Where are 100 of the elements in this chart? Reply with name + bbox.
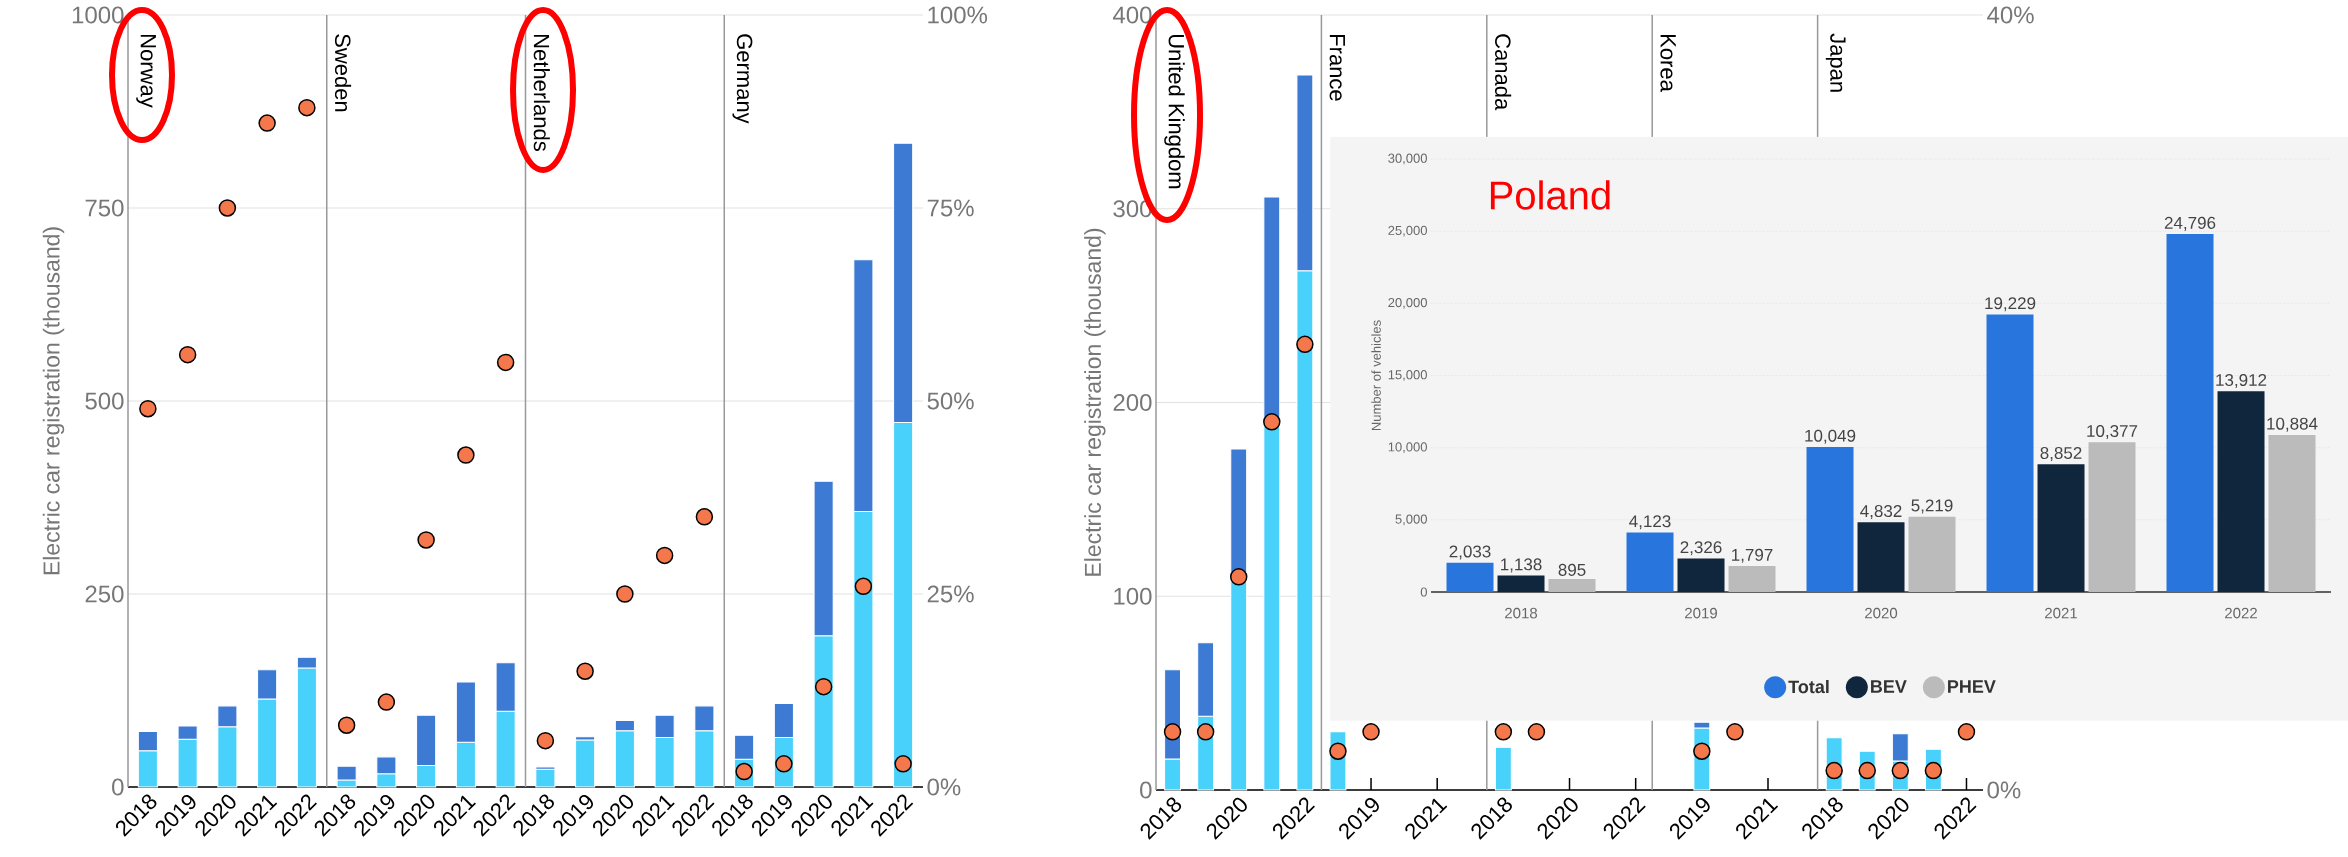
y-tick-label: 500 [85,392,124,410]
x-tick-label: 2022 [2225,607,2257,619]
data-label: 4,123 [1629,515,1671,530]
bar [1230,578,1248,791]
data-label: 2,033 [1449,545,1491,560]
y-axis-title: Electric car registration (thousand) [42,227,65,575]
x-tick-label: 2019 [1685,607,1717,619]
point [854,577,873,596]
bar [1263,421,1281,791]
point [1296,335,1314,354]
point [536,731,555,750]
y-tick-label: 5,000 [1395,514,1427,526]
bar [1857,522,1905,592]
bar [2217,391,2265,592]
y2-tick-label: 50% [927,392,974,410]
y-tick-label: 25,000 [1388,225,1427,237]
y2-tick-label: 0% [927,778,961,796]
bar [575,739,596,788]
y-tick-label: 10,000 [1388,442,1427,454]
y2-tick-label: 25% [927,585,974,603]
point [178,345,197,364]
point [576,662,594,680]
point [1362,723,1380,741]
point [894,755,912,773]
bar [2037,464,2085,592]
x-tick-label: 2021 [2045,607,2077,619]
y-tick-label: 0 [1420,587,1427,597]
data-label: 10,049 [1805,429,1856,444]
annotation: Netherlands [533,35,550,152]
point [775,755,793,773]
x-tick-label: 2020 [1865,607,1898,619]
data-label: 4,832 [1860,505,1902,520]
point [1726,723,1744,741]
annotation: Japan [1825,33,1846,92]
data-label: 24,796 [2164,216,2216,231]
bar [1497,575,1545,592]
chart-title: Poland [1490,180,1610,210]
point [1527,723,1546,741]
data-label: 10,884 [2267,417,2318,432]
point [1196,723,1215,741]
data-label: 19,229 [1985,297,2036,312]
y-tick-label: 20,000 [1388,297,1427,309]
point [1924,761,1943,780]
annotation: Sweden [334,34,352,112]
legend-label: PHEV [1948,680,1996,693]
bar [1728,566,1776,592]
point [814,677,833,696]
point [377,693,396,711]
point [655,546,674,565]
y-axis-title: Number of vehicles [1371,320,1381,431]
point [616,585,634,603]
point [735,762,753,781]
y-tick-label: 200 [1113,394,1152,411]
data-label: 5,219 [1911,499,1953,514]
y-axis-title: Electric car registration (thousand) [1084,228,1106,576]
y-tick-label: 1000 [72,6,124,24]
point [1229,568,1248,586]
data-label: 13,912 [2216,373,2267,389]
annotation: Germany [732,34,753,124]
data-label: 2,326 [1680,541,1722,556]
y-tick-label: 30,000 [1388,153,1427,165]
bar [1626,532,1674,592]
point [695,508,714,526]
point [1825,761,1843,780]
y-tick-label: 100 [1114,587,1152,605]
y-tick-label: 400 [1112,6,1152,24]
annotation: Canada [1495,34,1512,111]
annotation: United Kingdom [1164,34,1185,189]
point [457,446,475,464]
point [337,716,356,734]
y2-tick-label: 40% [1987,6,2034,24]
y-tick-label: 250 [85,585,124,603]
point [139,399,157,418]
point [1891,761,1910,780]
data-label: 10,377 [2087,424,2138,440]
bar [1548,579,1596,592]
legend-label: BEV [1871,680,1907,693]
data-label: 1,797 [1732,548,1773,563]
bar [535,768,556,788]
y-tick-label: 750 [85,199,124,217]
legend-label: Total [1788,679,1829,694]
bar [1677,558,1725,592]
data-label: 1,138 [1501,558,1542,573]
bar [2268,434,2316,592]
annotation: France [1329,35,1345,101]
point [1957,723,1976,741]
bar [1806,446,1854,592]
y2-tick-label: 100% [928,6,988,24]
point [1858,761,1876,780]
bar [2088,442,2136,592]
point [1494,723,1513,741]
data-label: 8,852 [2040,446,2082,462]
bar [1908,516,1956,592]
bar [1986,314,2034,592]
bar [2166,234,2214,592]
point [1263,413,1281,431]
y2-tick-label: 75% [927,199,974,217]
bar [1446,562,1494,592]
point [417,531,435,549]
x-tick-label: 2018 [1505,607,1538,619]
